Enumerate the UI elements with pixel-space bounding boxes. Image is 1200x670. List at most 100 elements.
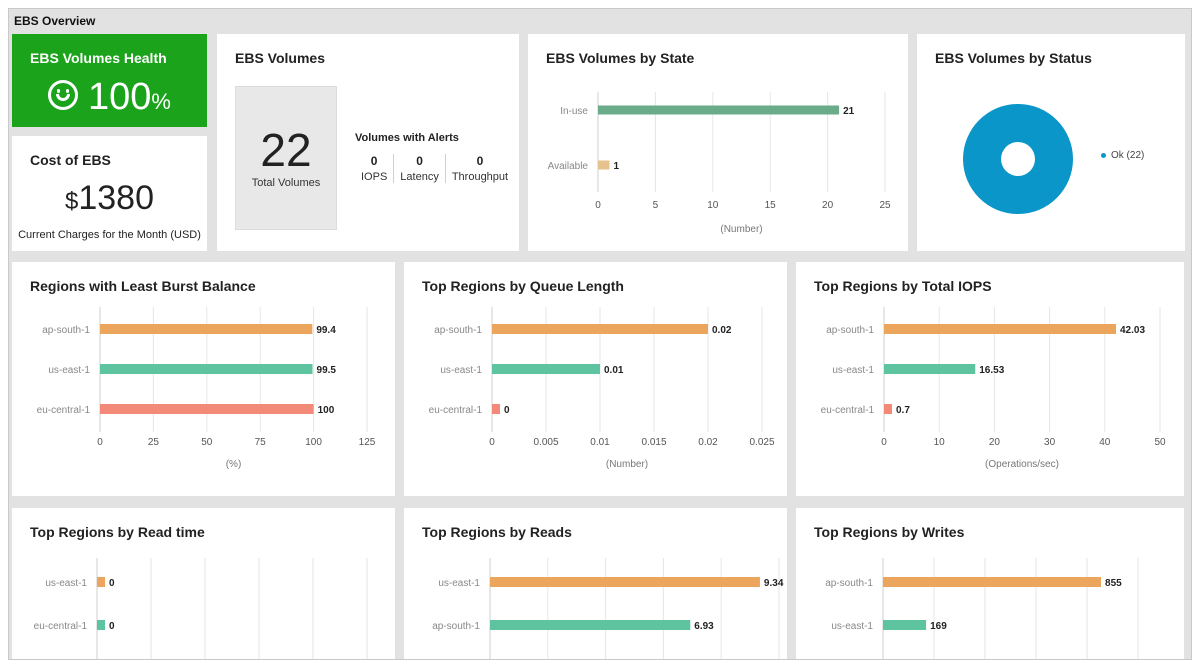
state-chart: 0 5 10 15 20 25 (Number) In-use 21 Available 1 <box>548 92 891 235</box>
alert-iops[interactable]: 0 IOPS <box>361 154 388 183</box>
x-axis-label: (%) <box>226 459 242 470</box>
bar <box>100 404 314 414</box>
category-label: eu-central-1 <box>429 405 483 416</box>
x-tick-label: 100 <box>305 437 322 448</box>
x-tick-label: 0 <box>97 437 103 448</box>
x-tick-label: 25 <box>879 200 891 211</box>
category-label: ap-south-1 <box>434 325 482 336</box>
health-value: 100% <box>12 76 207 119</box>
bar <box>97 577 105 587</box>
x-tick-label: 40 <box>1099 437 1111 448</box>
data-label: 99.4 <box>316 325 336 336</box>
read-time-panel[interactable]: Top Regions by Read time us-east-1 0 eu-ce… <box>12 508 395 659</box>
volumes-health-panel[interactable]: EBS Volumes Health 100% <box>12 34 207 127</box>
panel-title: Top Regions by Queue Length <box>422 278 624 294</box>
data-label: 0.7 <box>896 405 910 416</box>
category-label: In-use <box>560 106 588 117</box>
bar <box>884 324 1117 334</box>
bar <box>598 160 610 170</box>
panel-title: Top Regions by Writes <box>814 524 965 540</box>
category-label: us-east-1 <box>45 578 87 589</box>
category-label: us-east-1 <box>832 365 874 376</box>
queue-length-panel[interactable]: Top Regions by Queue Length 0 0.005 0.01 0.… <box>404 262 787 496</box>
panel-title: Regions with Least Burst Balance <box>30 278 256 294</box>
bar <box>492 404 500 414</box>
alerts-title: Volumes with Alerts <box>355 132 459 144</box>
reads-chart: us-east-1 9.34 ap-south-1 6.93 <box>432 558 784 659</box>
panel-title: EBS Volumes <box>235 50 325 66</box>
data-label: 42.03 <box>1120 325 1145 336</box>
data-label: 6.93 <box>694 621 714 632</box>
x-tick-label: 25 <box>148 437 160 448</box>
total-iops-panel[interactable]: Top Regions by Total IOPS 0 10 20 30 40 50 (Op… <box>796 262 1184 496</box>
bar <box>492 324 708 334</box>
bar <box>492 364 600 374</box>
data-label: 1 <box>613 161 619 172</box>
total-volumes-box[interactable]: 22 Total Volumes <box>235 86 337 230</box>
legend-dot-icon <box>1101 153 1106 158</box>
burst-balance-panel[interactable]: Regions with Least Burst Balance 0 25 50 75… <box>12 262 395 496</box>
writes-chart: ap-south-1 855 us-east-1 169 <box>825 558 1139 659</box>
data-label: 21 <box>843 106 855 117</box>
writes-panel[interactable]: Top Regions by Writes ap-south-1 855 us-ea… <box>796 508 1184 659</box>
data-label: 169 <box>930 621 947 632</box>
bar <box>97 620 105 630</box>
panel-title: EBS Volumes Health <box>30 50 167 66</box>
donut-hole <box>1001 142 1035 176</box>
status-legend[interactable]: Ok (22) <box>1101 150 1144 161</box>
data-label: 16.53 <box>979 365 1004 376</box>
data-label: 0.01 <box>604 365 624 376</box>
bar <box>598 105 840 115</box>
x-tick-label: 0.015 <box>641 437 666 448</box>
panel-title: Top Regions by Total IOPS <box>814 278 992 294</box>
cost-subtitle: Current Charges for the Month (USD) <box>18 229 201 241</box>
queue-chart: 0 0.005 0.01 0.015 0.02 0.025 (Number) ap-south… <box>429 307 775 470</box>
x-tick-label: 20 <box>989 437 1001 448</box>
x-tick-label: 0.01 <box>590 437 610 448</box>
data-label: 0 <box>109 621 115 632</box>
data-label: 0.02 <box>712 325 732 336</box>
panel-title: Top Regions by Read time <box>30 524 205 540</box>
dashboard-title: EBS Overview <box>14 14 96 28</box>
bar <box>883 577 1102 587</box>
data-label: 0 <box>109 578 115 589</box>
volumes-by-state-panel[interactable]: EBS Volumes by State 0 5 10 15 20 25 (Number) I… <box>528 34 908 251</box>
category-label: eu-central-1 <box>37 405 91 416</box>
cost-panel[interactable]: Cost of EBS $1380 Current Charges for th… <box>12 136 207 251</box>
data-label: 9.34 <box>764 578 784 589</box>
category-label: us-east-1 <box>831 621 873 632</box>
alert-throughput[interactable]: 0 Throughput <box>444 154 514 183</box>
burst-chart: 0 25 50 75 100 125 (%) ap-south-1 99.4 us-east-1 9… <box>37 307 376 470</box>
x-tick-label: 0.02 <box>698 437 718 448</box>
x-tick-label: 20 <box>822 200 834 211</box>
ebs-volumes-panel[interactable]: EBS Volumes 22 Total Volumes Volumes wit… <box>217 34 519 251</box>
x-tick-label: 10 <box>934 437 946 448</box>
x-tick-label: 10 <box>707 200 719 211</box>
bar <box>490 577 760 587</box>
alerts-group: 0 IOPS 0 Latency 0 Throughput <box>355 154 514 183</box>
x-tick-label: 50 <box>201 437 213 448</box>
x-tick-label: 5 <box>653 200 659 211</box>
data-label: 855 <box>1105 578 1122 589</box>
category-label: eu-central-1 <box>34 621 88 632</box>
total-volumes-label: Total Volumes <box>251 177 321 189</box>
x-tick-label: 30 <box>1044 437 1056 448</box>
volumes-by-status-panel[interactable]: EBS Volumes by Status Ok (22) <box>917 34 1185 251</box>
bar <box>883 620 927 630</box>
cost-value: $1380 <box>65 179 154 217</box>
dashboard-frame: EBS Overview EBS Volumes Health 100% Cos… <box>8 8 1192 660</box>
category-label: us-east-1 <box>48 365 90 376</box>
total-volumes-value: 22 <box>260 124 312 176</box>
category-label: ap-south-1 <box>432 621 480 632</box>
panel-title: EBS Volumes by State <box>546 50 695 66</box>
category-label: us-east-1 <box>440 365 482 376</box>
category-label: ap-south-1 <box>825 578 873 589</box>
panel-title: Cost of EBS <box>30 152 111 168</box>
x-tick-label: 0 <box>595 200 601 211</box>
alert-latency[interactable]: 0 Latency <box>393 154 445 183</box>
panel-title: Top Regions by Reads <box>422 524 572 540</box>
reads-panel[interactable]: Top Regions by Reads us-east-1 9.34 ap-sou… <box>404 508 787 659</box>
bar <box>884 364 976 374</box>
read-time-chart: us-east-1 0 eu-central-1 0 <box>34 558 368 659</box>
x-axis-label: (Number) <box>720 224 762 235</box>
